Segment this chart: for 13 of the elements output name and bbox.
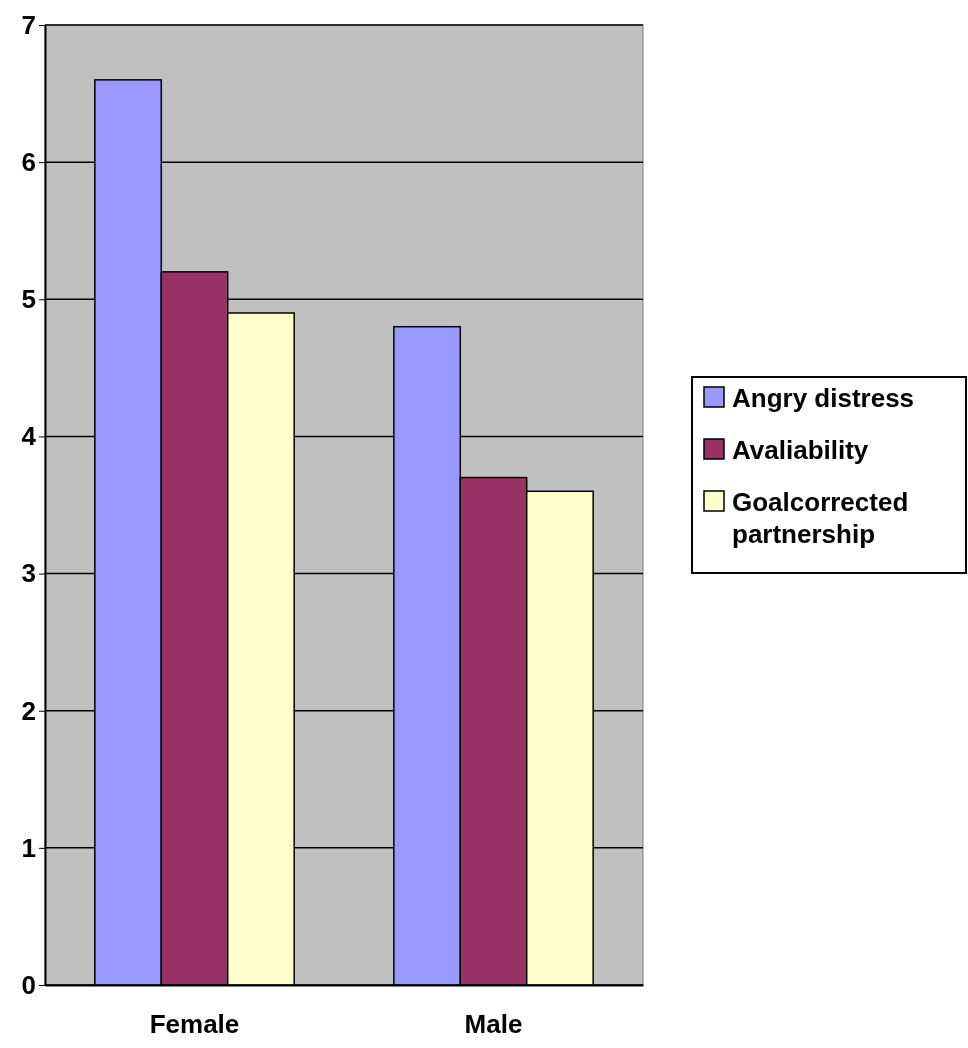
y-tick-label: 3: [21, 558, 36, 589]
legend-label: Angry distress: [732, 383, 915, 413]
legend-label: Avaliability: [732, 435, 869, 465]
y-tick-label: 7: [21, 9, 36, 40]
x-tick-label: Female: [149, 1009, 240, 1040]
y-tick-label: 5: [21, 284, 36, 315]
y-tick-label: 0: [21, 969, 36, 1000]
x-tick-label: Male: [464, 1009, 523, 1040]
y-tick-label: 1: [21, 832, 36, 863]
legend-label: Goalcorrected partnership: [732, 487, 909, 549]
y-tick-label: 4: [21, 421, 37, 452]
y-tick-label: 6: [21, 146, 36, 177]
y-tick-label: 2: [21, 695, 36, 726]
